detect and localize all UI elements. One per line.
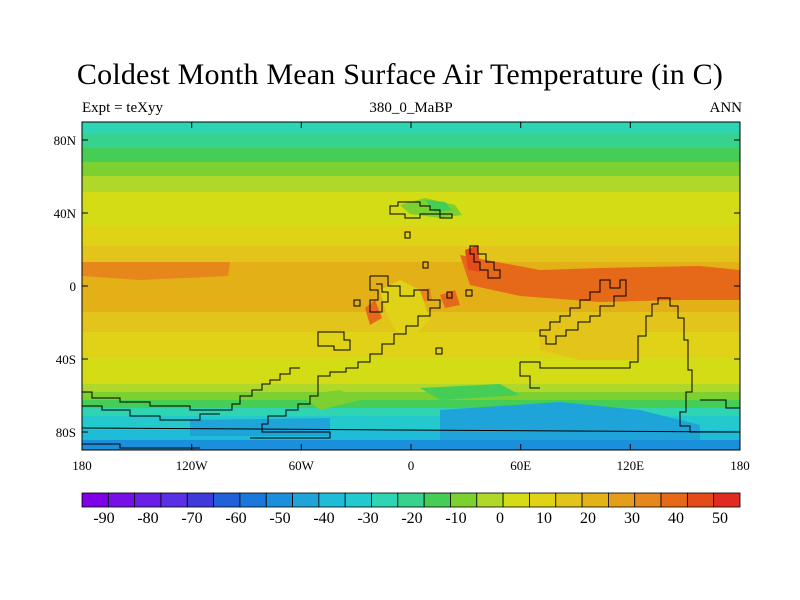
colorbar-label: -80 <box>137 510 158 527</box>
colorbar-label: -20 <box>401 510 422 527</box>
colorbar-box <box>344 492 372 508</box>
colorbar-box <box>397 492 425 508</box>
x-tick-label: 120W <box>176 458 209 473</box>
y-tick-label: 0 <box>70 279 77 294</box>
x-axis-labels: 180 120W 60W 0 60E 120E 180 <box>72 458 750 473</box>
colorbar-label: -50 <box>269 510 290 527</box>
colorbar-box <box>713 492 741 508</box>
x-tick-label: 120E <box>617 458 645 473</box>
colorbar-label: -70 <box>181 510 202 527</box>
colorbar-label: 0 <box>496 510 504 527</box>
colorbar-box <box>107 492 136 508</box>
colorbar-box <box>239 492 267 508</box>
colorbar-box <box>555 492 583 508</box>
colorbar-box <box>134 492 162 508</box>
colorbar-box <box>371 492 399 508</box>
colorbar-box <box>608 492 636 508</box>
colorbar-label: 30 <box>624 510 640 527</box>
colorbar <box>81 492 741 508</box>
x-tick-label: 60W <box>289 458 315 473</box>
colorbar-box <box>160 492 188 508</box>
axis-ticks <box>81 122 741 450</box>
colorbar-label: -10 <box>445 510 466 527</box>
colorbar-box <box>476 492 504 508</box>
y-tick-label: 80S <box>56 425 76 440</box>
experiment-label: Expt = teXyy <box>82 100 163 116</box>
colorbar-label: -60 <box>225 510 246 527</box>
colorbar-box <box>686 492 715 508</box>
period-label: 380_0_MaBP <box>369 100 453 116</box>
coastlines <box>82 201 740 449</box>
colorbar-box <box>213 492 241 508</box>
x-tick-label: 0 <box>408 458 415 473</box>
temperature-field <box>82 122 740 450</box>
y-tick-label: 40S <box>56 352 76 367</box>
y-tick-label: 40N <box>54 206 77 221</box>
x-tick-label: 180 <box>730 458 750 473</box>
colorbar-label: 20 <box>580 510 596 527</box>
colorbar-label: 40 <box>668 510 684 527</box>
colorbar-label: -30 <box>357 510 378 527</box>
colorbar-box <box>450 492 478 508</box>
colorbar-box <box>265 492 293 508</box>
colorbar-box <box>423 492 451 508</box>
colorbar-box <box>581 492 609 508</box>
colorbar-box <box>186 492 214 508</box>
colorbar-box <box>502 492 530 508</box>
colorbar-box <box>660 492 688 508</box>
colorbar-label: -90 <box>93 510 114 527</box>
x-tick-label: 180 <box>72 458 92 473</box>
colorbar-box <box>318 492 346 508</box>
colorbar-box <box>634 492 662 508</box>
y-axis-labels: 80N 40N 0 40S 80S <box>54 133 77 440</box>
y-tick-label: 80N <box>54 133 77 148</box>
colorbar-labels: -90 -80 -70 -60 -50 -40 -30 -20 -10 0 10… <box>93 510 728 527</box>
colorbar-label: -40 <box>313 510 334 527</box>
colorbar-box <box>529 492 557 508</box>
map-title: Coldest Month Mean Surface Air Temperatu… <box>76 58 724 91</box>
colorbar-box <box>292 492 320 508</box>
colorbar-label: 50 <box>712 510 728 527</box>
colorbar-box <box>81 492 109 508</box>
colorbar-label: 10 <box>536 510 552 527</box>
x-tick-label: 60E <box>510 458 531 473</box>
season-label: ANN <box>709 100 743 116</box>
